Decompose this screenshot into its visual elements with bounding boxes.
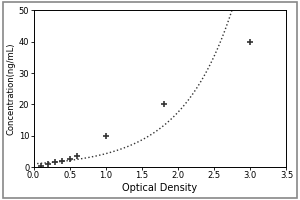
X-axis label: Optical Density: Optical Density [122, 183, 197, 193]
Y-axis label: Concentration(ng/mL): Concentration(ng/mL) [7, 43, 16, 135]
